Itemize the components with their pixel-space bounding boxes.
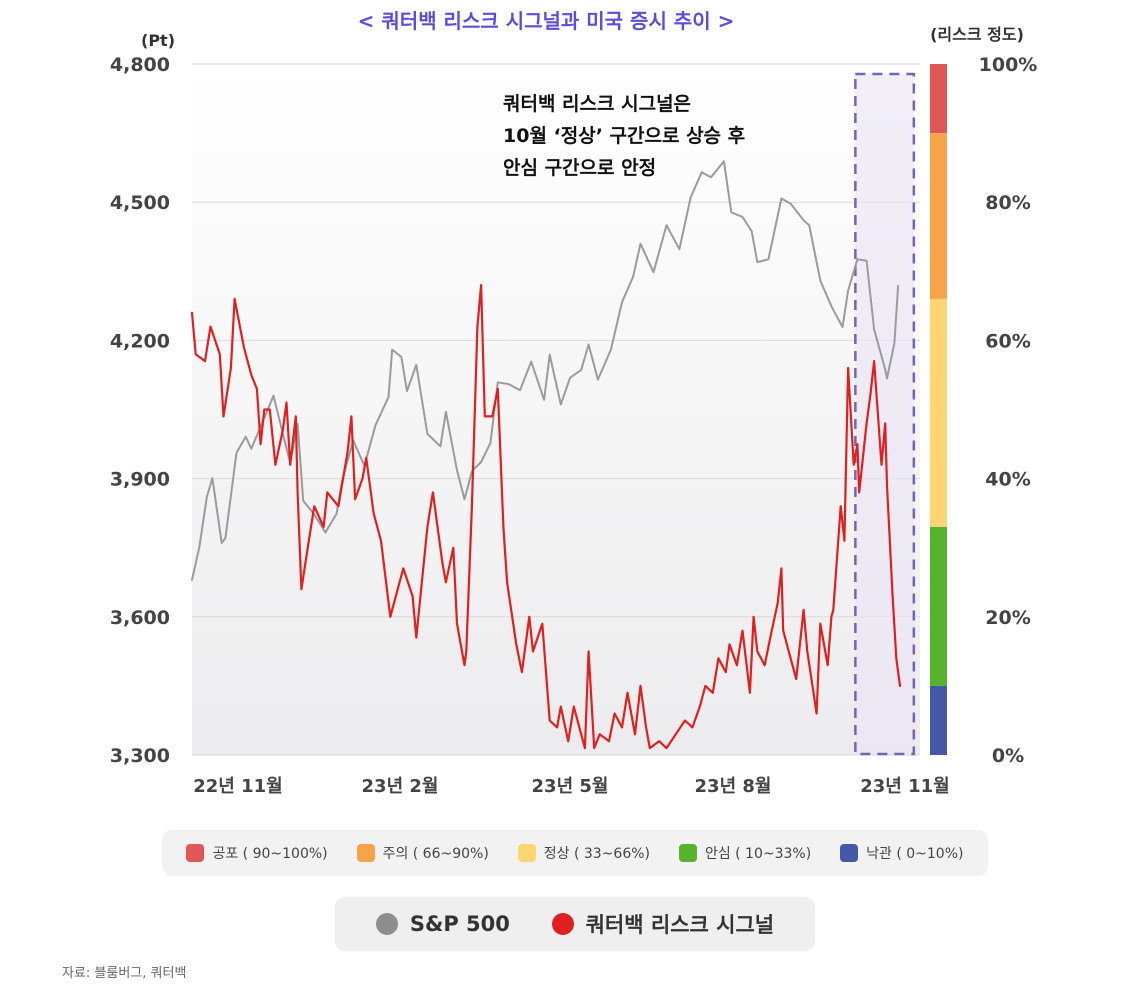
legend-label: 주의 ( 66~90%) [382, 846, 489, 862]
legend-swatch [356, 844, 375, 862]
left-tick-label: 4,200 [110, 330, 170, 352]
annotation-line-1: 쿼터백 리스크 시그널은 [503, 93, 691, 115]
left-tick-label: 4,500 [110, 192, 170, 214]
left-axis-unit: (Pt) [141, 31, 175, 50]
chart-title: < 쿼터백 리스크 시그널과 미국 증시 추이 > [358, 9, 735, 33]
left-tick-label: 3,600 [110, 607, 170, 629]
series-legend-risk-signal: 쿼터백 리스크 시그널 [551, 909, 775, 939]
source-note: 자료: 블룸버그, 쿼터백 [62, 966, 187, 981]
plot-background [192, 64, 920, 755]
series-legend-sp500: S&P 500 [375, 912, 510, 936]
right-tick-label: 0% [992, 745, 1024, 767]
annotation: 쿼터백 리스크 시그널은 10월 ‘정상’ 구간으로 상승 후 안심 구간으로 … [503, 93, 745, 179]
right-axis-ticks: 100% 80% 60% 40% 20% 0% [979, 54, 1038, 767]
right-axis-unit: (리스크 정도) [930, 25, 1024, 44]
x-tick-label: 23년 2월 [362, 776, 439, 797]
legend-swatch [517, 844, 536, 862]
legend-item-normal: 정상 ( 33~66%) [517, 843, 650, 863]
legend-label: 낙관 ( 0~10%) [866, 846, 964, 862]
legend-label: 안심 ( 10~33%) [704, 846, 812, 862]
legend-item-relief: 안심 ( 10~33%) [678, 843, 812, 863]
x-tick-label: 23년 11월 [860, 776, 949, 797]
series-label: S&P 500 [409, 912, 510, 936]
series-dot [375, 913, 398, 935]
risk-band [930, 298, 947, 527]
annotation-line-2: 10월 ‘정상’ 구간으로 상승 후 [503, 125, 745, 147]
left-axis-ticks: 4,800 4,500 4,200 3,900 3,600 3,300 [110, 54, 170, 767]
legend-swatch [840, 844, 859, 862]
risk-legend: 공포 ( 90~100%) 주의 ( 66~90%) 정상 ( 33~66%) … [162, 830, 988, 876]
legend-item-optimism: 낙관 ( 0~10%) [840, 843, 963, 863]
annotation-line-3: 안심 구간으로 안정 [503, 157, 656, 179]
legend-swatch [186, 844, 205, 862]
legend-item-fear: 공포 ( 90~100%) [186, 843, 328, 863]
risk-band [930, 64, 947, 134]
series-label: 쿼터백 리스크 시그널 [585, 913, 775, 937]
risk-band [930, 133, 947, 299]
right-tick-label: 20% [985, 607, 1030, 629]
legend-label: 정상 ( 33~66%) [543, 846, 650, 862]
right-tick-label: 40% [985, 469, 1030, 491]
series-legend: S&P 500 쿼터백 리스크 시그널 [335, 897, 815, 951]
series-dot [551, 913, 574, 935]
left-tick-label: 4,800 [110, 54, 170, 76]
right-tick-label: 60% [985, 330, 1030, 352]
risk-color-bar [930, 64, 947, 755]
risk-band [930, 685, 947, 755]
risk-band [930, 526, 947, 686]
sp500-line [191, 160, 900, 581]
series-lines [190, 160, 902, 750]
x-axis-ticks: 22년 11월 23년 2월 23년 5월 23년 8월 23년 11월 [193, 776, 949, 797]
chart-canvas: 4,800 4,500 4,200 3,900 3,600 3,300 100% 80% 60… [110, 9, 1038, 797]
gridlines [192, 63, 920, 756]
x-tick-label: 23년 8월 [695, 776, 772, 797]
x-tick-label: 22년 11월 [193, 776, 282, 797]
right-tick-label: 80% [985, 192, 1030, 214]
risk-signal-line [190, 284, 902, 750]
x-tick-label: 23년 5월 [532, 776, 609, 797]
left-tick-label: 3,300 [110, 745, 170, 767]
legend-swatch [678, 844, 697, 862]
legend-label: 공포 ( 90~100%) [212, 846, 328, 862]
highlight-box [854, 72, 916, 756]
left-tick-label: 3,900 [110, 469, 170, 491]
right-tick-label: 100% [979, 54, 1038, 76]
legend-item-caution: 주의 ( 66~90%) [356, 843, 489, 863]
